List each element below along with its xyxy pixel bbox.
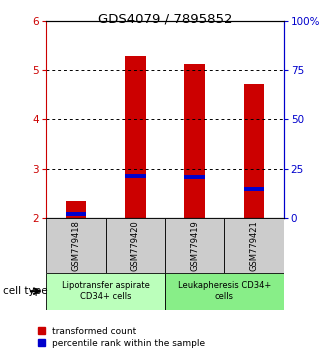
Bar: [165, 218, 224, 273]
Text: GSM779420: GSM779420: [131, 220, 140, 270]
Bar: [125, 56, 146, 218]
Bar: [46, 218, 106, 273]
Text: GSM779421: GSM779421: [249, 220, 259, 270]
Text: Leukapheresis CD34+
cells: Leukapheresis CD34+ cells: [178, 281, 271, 301]
Bar: [46, 273, 165, 310]
Bar: [106, 218, 165, 273]
Bar: [66, 212, 86, 216]
Bar: [66, 200, 86, 218]
Bar: [165, 273, 284, 310]
Bar: [224, 218, 284, 273]
Text: cell type: cell type: [3, 286, 48, 296]
Text: GDS4079 / 7895852: GDS4079 / 7895852: [98, 12, 232, 25]
Bar: [244, 187, 265, 191]
Bar: [125, 174, 146, 178]
Text: Lipotransfer aspirate
CD34+ cells: Lipotransfer aspirate CD34+ cells: [62, 281, 149, 301]
Text: GSM779418: GSM779418: [71, 220, 81, 270]
Bar: [184, 176, 205, 179]
Bar: [184, 64, 205, 218]
Text: GSM779419: GSM779419: [190, 220, 199, 270]
Bar: [244, 84, 265, 218]
Legend: transformed count, percentile rank within the sample: transformed count, percentile rank withi…: [38, 327, 205, 348]
